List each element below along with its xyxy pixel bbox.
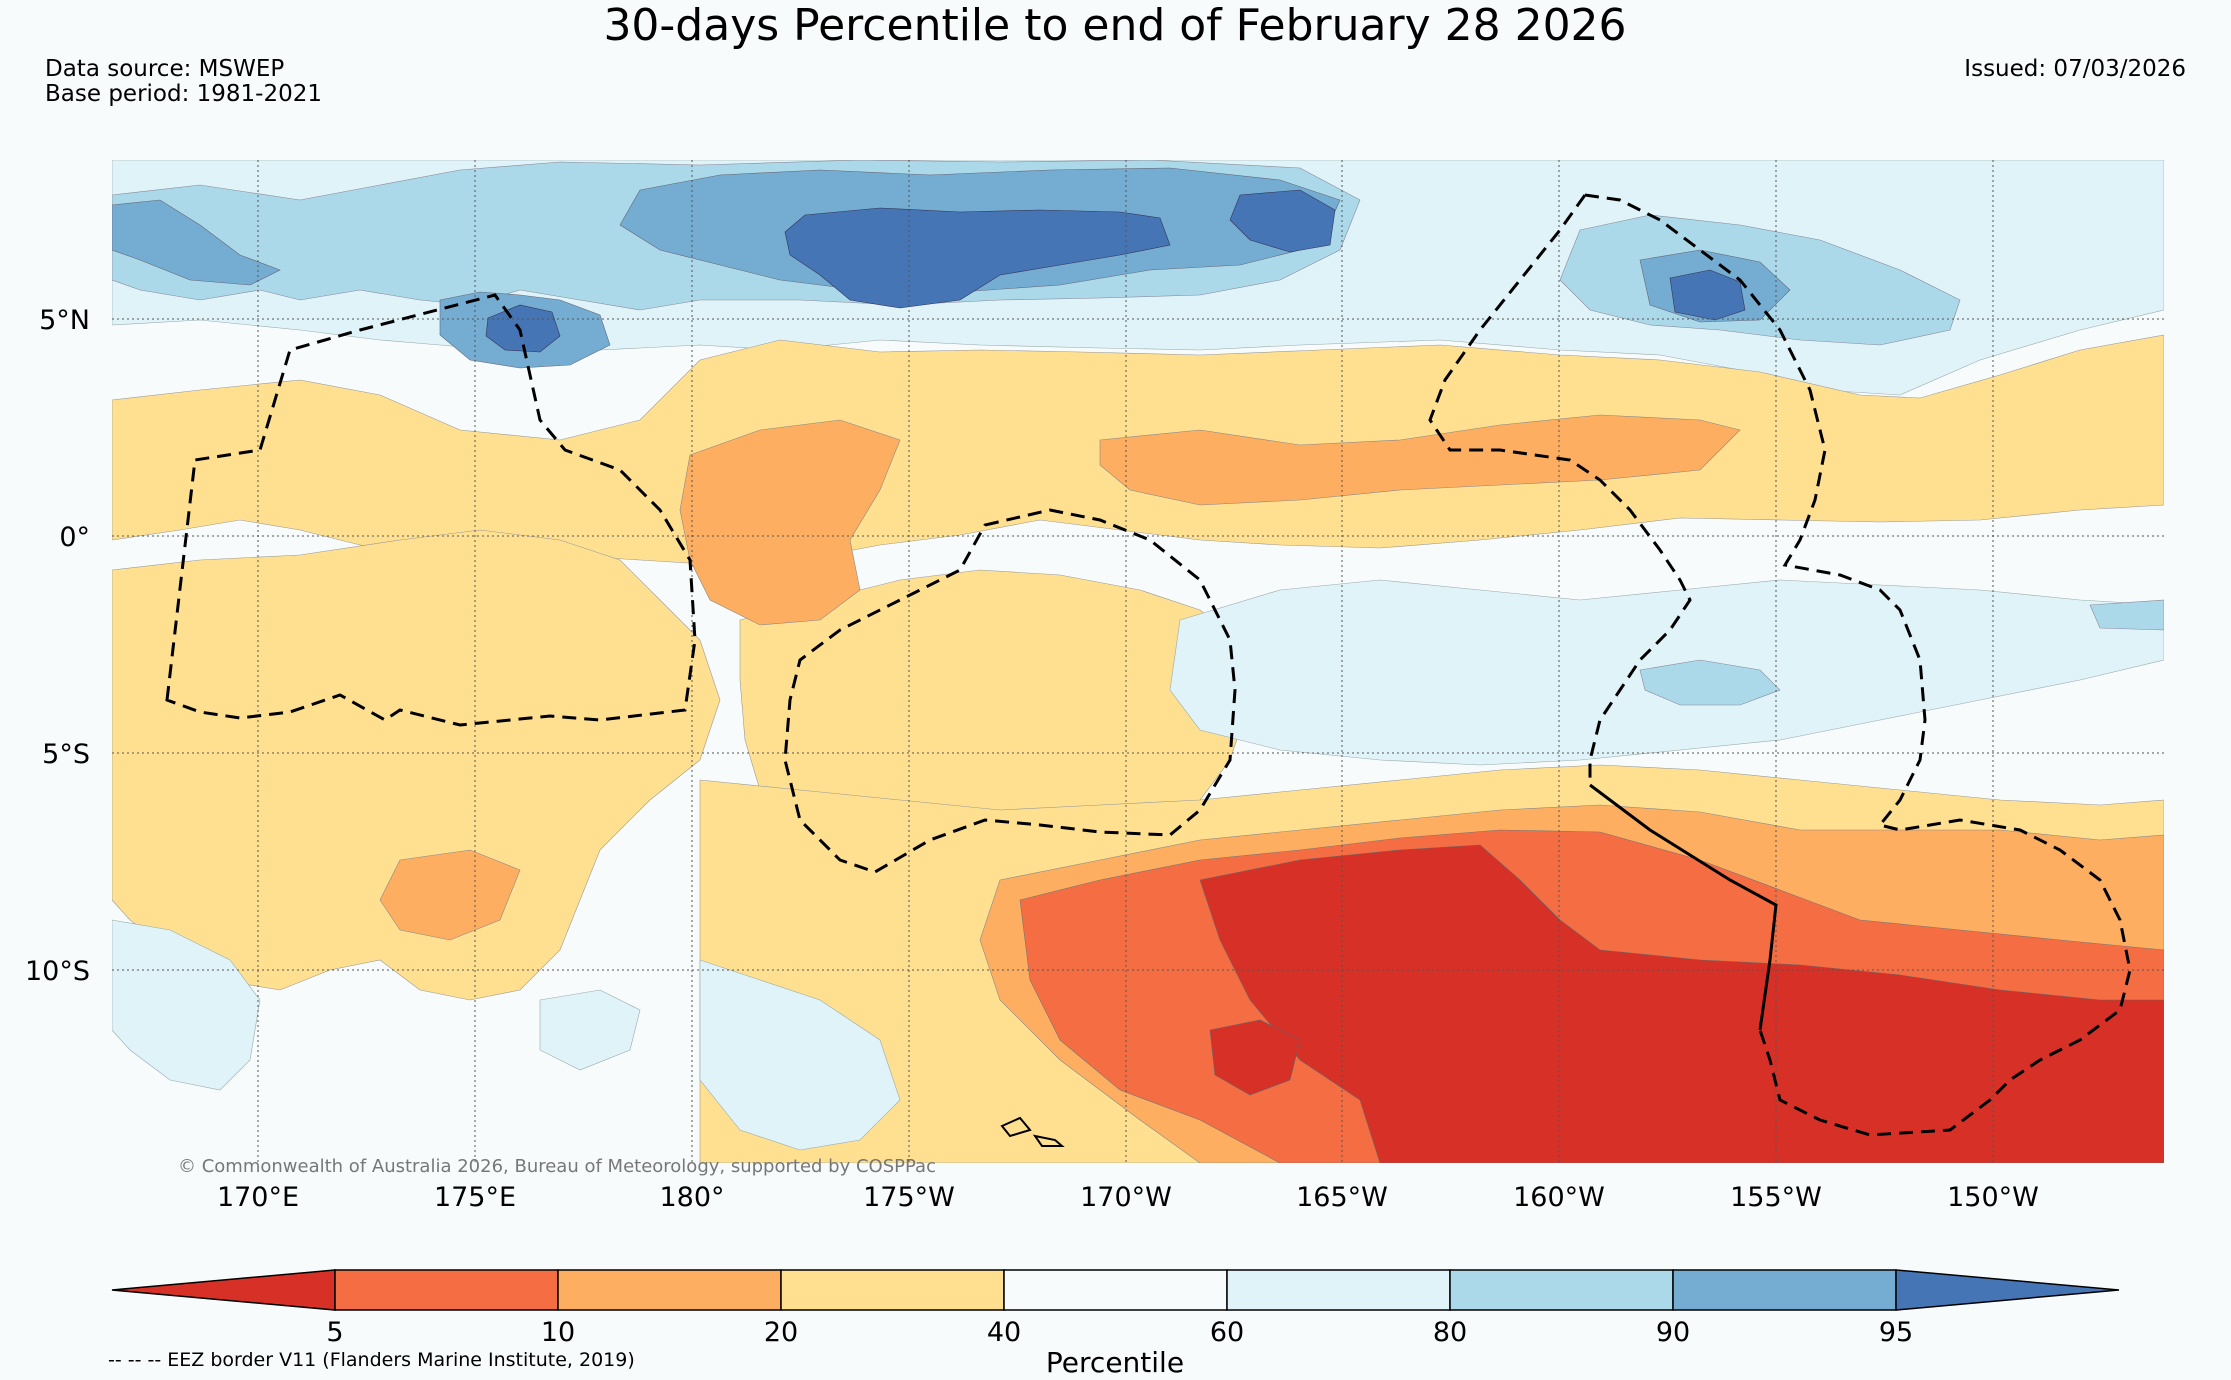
copyright-text: © Commonwealth of Australia 2026, Bureau… [178,1156,936,1177]
colorbar-swatch-40-60 [1003,1269,1228,1311]
map-panel [112,160,2164,1163]
colorbar-tick: 60 [1210,1317,1244,1348]
wet-band-80-90-south [1639,659,1781,706]
colorbar-tick: 20 [764,1317,798,1348]
colorbar-tick: 80 [1433,1317,1467,1348]
eez-border-phoenix [783,508,1237,874]
colorbar-tick: 10 [541,1317,575,1348]
lat-label: 5°N [39,305,90,336]
lon-label: 180° [659,1182,724,1213]
eez-border-line-islands-west [1428,194,1692,785]
eez-border-solid-segment [1589,783,1778,1031]
lon-label: 160°W [1513,1182,1605,1213]
colorbar-swatch-10-20 [557,1269,782,1311]
wet-band-above-95-north [784,207,1171,309]
colorbar-swatch-90-95 [1672,1269,1897,1311]
dry-spot-below-5 [1209,1019,1301,1096]
lon-label: 165°W [1296,1182,1388,1213]
wet-patch-60-80-s2 [539,989,641,1071]
latitude-labels: 5°N 0° 5°S 10°S [25,305,90,987]
wet-band-above-95-n2 [1229,189,1336,253]
lon-label: 170°W [1080,1182,1172,1213]
wet-band-80-90-se [2089,599,2164,631]
island-outline [1032,1134,1065,1147]
map-title: 30-days Percentile to end of February 28… [603,0,1626,51]
colorbar-tick: 5 [326,1317,343,1348]
colorbar-swatch-5-10 [334,1269,559,1311]
wet-spot-above-95-west-core [485,304,561,353]
eez-legend-note: -- -- -- EEZ border V11 (Flanders Marine… [108,1349,635,1371]
wet-band-90-95-west [112,199,281,286]
colorbar-extend-high [1895,1269,2120,1311]
colorbar [111,1269,2120,1311]
lat-label: 10°S [25,956,90,987]
colorbar-swatch-60-80 [1226,1269,1451,1311]
colorbar-label: Percentile [1046,1346,1184,1379]
issued-date-text: Issued: 07/03/2026 [1964,56,2186,82]
wet-spot-above-95-east [1669,269,1746,321]
lat-label: 5°S [42,739,90,770]
lon-label: 170°E [217,1182,299,1213]
colorbar-tick: 95 [1879,1317,1913,1348]
eez-border-line-islands [1584,193,2132,1137]
map-gridlines [112,160,2164,1163]
wet-patch-60-80-s [699,959,901,1151]
lon-label: 155°W [1730,1182,1822,1213]
dry-area-below-5 [1199,844,2164,1163]
colorbar-swatch-80-90 [1449,1269,1674,1311]
base-period-text: Base period: 1981-2021 [45,81,322,107]
colorbar-tick: 40 [987,1317,1021,1348]
colorbar-tick: 90 [1656,1317,1690,1348]
lon-label: 175°E [434,1182,516,1213]
lon-label: 175°W [863,1182,955,1213]
lat-label: 0° [59,522,90,553]
colorbar-swatch-20-40 [780,1269,1005,1311]
eez-borders [165,193,2132,1137]
data-source-text: Data source: MSWEP [45,56,284,82]
colorbar-ticks: 5 10 20 40 60 80 90 95 [326,1317,1913,1348]
island-outline [1000,1116,1032,1138]
longitude-labels: 170°E 175°E 180° 175°W 170°W 165°W 160°W… [217,1182,2039,1213]
dry-area-10-20-north [1099,414,1741,506]
wet-patch-60-80-sw [112,919,261,1091]
eez-border-kiribati-gilberts [165,293,697,727]
lon-label: 150°W [1947,1182,2039,1213]
colorbar-extend-low [111,1269,336,1311]
